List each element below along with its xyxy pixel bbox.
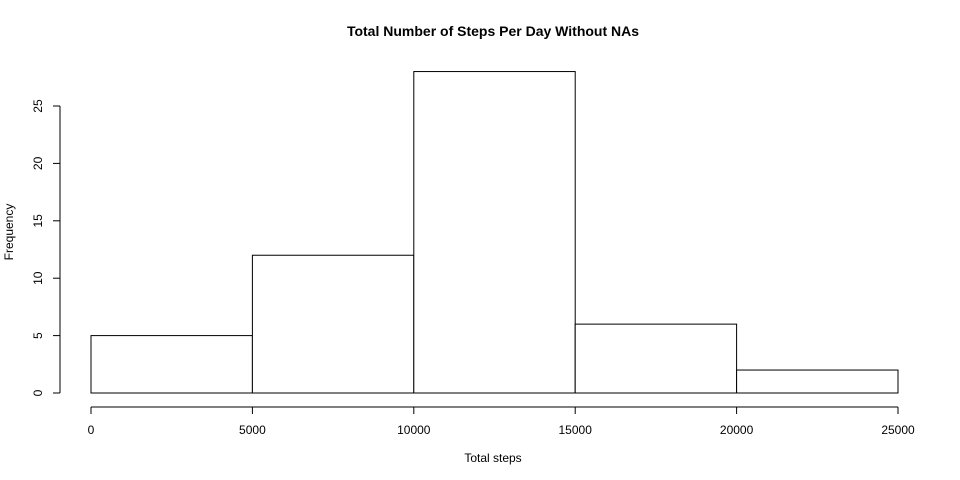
y-tick-label: 15 [31, 214, 45, 228]
histogram-bar-5 [736, 369, 899, 394]
x-axis-label: Total steps [464, 451, 521, 465]
y-tick-label: 25 [31, 99, 45, 113]
histogram-bar-2 [251, 254, 415, 394]
x-tick-label: 10000 [397, 423, 431, 437]
x-tick-label: 15000 [559, 423, 593, 437]
y-axis-label: Frequency [2, 204, 16, 261]
y-tick-label: 20 [31, 156, 45, 170]
x-tick-label: 20000 [720, 423, 754, 437]
histogram-bar-4 [574, 323, 738, 394]
y-tick-label: 0 [31, 389, 45, 396]
y-axis: 0 5 10 15 20 25 [31, 99, 61, 396]
histogram-bar-3 [413, 71, 576, 394]
x-tick-label: 25000 [881, 423, 915, 437]
x-tick-label: 5000 [239, 423, 266, 437]
x-axis: 0 5000 10000 15000 20000 25000 [88, 406, 915, 437]
x-tick-label: 0 [88, 423, 95, 437]
y-tick-label: 10 [31, 271, 45, 285]
bars-group [90, 71, 899, 394]
histogram-bar-1 [90, 335, 253, 394]
chart-title: Total Number of Steps Per Day Without NA… [347, 23, 639, 39]
y-tick-label: 5 [31, 332, 45, 339]
